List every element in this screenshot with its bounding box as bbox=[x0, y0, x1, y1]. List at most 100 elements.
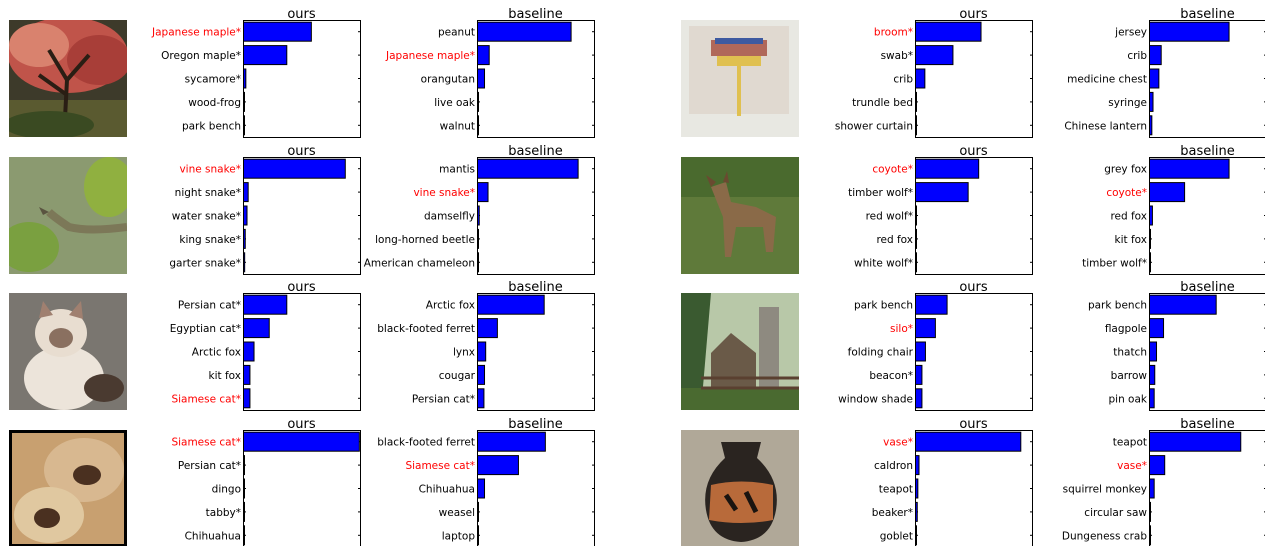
category-label: park bench bbox=[182, 120, 241, 132]
bar bbox=[243, 182, 249, 203]
category-label: caldron bbox=[874, 460, 913, 472]
panel-title: ours bbox=[287, 280, 316, 295]
panel-baseline-3-1: baseline Arctic fox black-footed ferret lyn… bbox=[377, 280, 595, 411]
vine-snake-photo bbox=[9, 157, 127, 274]
bar bbox=[477, 45, 490, 66]
category-label: thatch bbox=[1113, 347, 1147, 359]
panel-ours-2-1: ours vine snake* night snake* water snake* k… bbox=[169, 144, 361, 275]
category-label: Chihuahua bbox=[185, 530, 241, 542]
bar bbox=[477, 364, 486, 385]
panel-title: baseline bbox=[508, 144, 562, 159]
panel-title: baseline bbox=[1180, 417, 1234, 432]
panel-title: ours bbox=[959, 280, 988, 295]
bar bbox=[243, 455, 245, 476]
bar bbox=[1149, 341, 1158, 362]
category-label: teapot bbox=[1113, 437, 1147, 449]
category-label: coyote* bbox=[1106, 187, 1147, 199]
bar bbox=[243, 45, 288, 66]
greek-vase-photo bbox=[681, 430, 799, 546]
bar bbox=[1149, 228, 1151, 249]
category-label: jersey bbox=[1114, 27, 1147, 39]
category-label: crib bbox=[1127, 50, 1147, 62]
category-label: trundle bed bbox=[852, 97, 913, 109]
category-label: cougar bbox=[439, 370, 476, 382]
category-label: shower curtain bbox=[835, 120, 913, 132]
category-label: orangutan bbox=[421, 74, 475, 86]
bar bbox=[477, 388, 485, 409]
panel-title: baseline bbox=[1180, 144, 1234, 159]
bar bbox=[1149, 364, 1156, 385]
bar bbox=[477, 431, 546, 452]
category-label: red wolf* bbox=[866, 211, 913, 223]
category-label: vase* bbox=[1117, 460, 1147, 472]
category-label: timber wolf* bbox=[848, 187, 913, 199]
category-label: grey fox bbox=[1104, 164, 1147, 176]
panel-baseline-2-2: baseline grey fox coyote* red fox kit fox tim… bbox=[1082, 144, 1265, 275]
bar bbox=[915, 388, 923, 409]
bar bbox=[477, 21, 572, 42]
bar bbox=[243, 478, 245, 499]
category-label: lynx bbox=[453, 347, 475, 359]
bar bbox=[1149, 68, 1160, 89]
panel-ours-1-1: ours Japanese maple* Oregon maple* sycamore… bbox=[151, 7, 361, 138]
panel-baseline-1-2: baseline jersey crib medicine chest syringe C… bbox=[1064, 7, 1265, 138]
bar bbox=[915, 228, 917, 249]
category-label: Oregon maple* bbox=[161, 50, 241, 62]
category-label: American chameleon bbox=[364, 257, 475, 269]
category-label: garter snake* bbox=[169, 257, 241, 269]
bar bbox=[243, 431, 360, 452]
bar bbox=[915, 252, 917, 273]
bar bbox=[477, 341, 487, 362]
bar bbox=[1149, 431, 1242, 452]
category-label: window shade bbox=[838, 393, 913, 405]
category-label: Japanese maple* bbox=[151, 27, 241, 39]
panel-ours-4-1: ours Siamese cat* Persian cat* dingo tabby* C… bbox=[171, 417, 361, 546]
bar bbox=[915, 478, 919, 499]
panel-title: ours bbox=[287, 144, 316, 159]
bar bbox=[243, 21, 312, 42]
category-label: Egyptian cat* bbox=[170, 323, 241, 335]
coyote-photo bbox=[681, 157, 799, 274]
bar bbox=[477, 318, 498, 339]
bar bbox=[243, 158, 346, 179]
category-label: vine snake* bbox=[413, 187, 475, 199]
bar bbox=[1149, 158, 1230, 179]
bar bbox=[915, 455, 920, 476]
category-label: crib bbox=[893, 74, 913, 86]
category-label: Siamese cat* bbox=[171, 393, 241, 405]
bar bbox=[477, 182, 489, 203]
bar bbox=[915, 525, 917, 546]
bar bbox=[915, 115, 917, 136]
panel-title: baseline bbox=[508, 417, 562, 432]
panel-title: ours bbox=[959, 417, 988, 432]
bar bbox=[1149, 478, 1155, 499]
bar bbox=[915, 182, 969, 203]
bar bbox=[243, 388, 251, 409]
bar bbox=[477, 91, 479, 112]
panel-title: baseline bbox=[508, 280, 562, 295]
panel-baseline-4-2: baseline teapot vase* squirrel monkey circul… bbox=[1062, 417, 1265, 546]
bar bbox=[1149, 115, 1153, 136]
category-label: kit fox bbox=[209, 370, 241, 382]
category-label: pin oak bbox=[1108, 393, 1147, 405]
bar bbox=[243, 318, 270, 339]
bar bbox=[243, 501, 245, 522]
panel-title: ours bbox=[287, 417, 316, 432]
category-label: broom* bbox=[874, 27, 913, 39]
bar bbox=[1149, 318, 1165, 339]
bar bbox=[1149, 501, 1151, 522]
category-label: park bench bbox=[854, 300, 913, 312]
bar bbox=[477, 68, 486, 89]
category-label: medicine chest bbox=[1067, 74, 1147, 86]
category-label: Siamese cat* bbox=[405, 460, 475, 472]
panel-title: ours bbox=[959, 7, 988, 22]
bar bbox=[477, 205, 480, 226]
panel-title: ours bbox=[959, 144, 988, 159]
category-label: squirrel monkey bbox=[1063, 484, 1147, 496]
bar bbox=[915, 45, 954, 66]
category-label: black-footed ferret bbox=[377, 323, 475, 335]
category-label: weasel bbox=[439, 507, 475, 519]
bar bbox=[243, 525, 245, 546]
category-label: wood-frog bbox=[188, 97, 241, 109]
category-label: laptop bbox=[442, 530, 476, 542]
